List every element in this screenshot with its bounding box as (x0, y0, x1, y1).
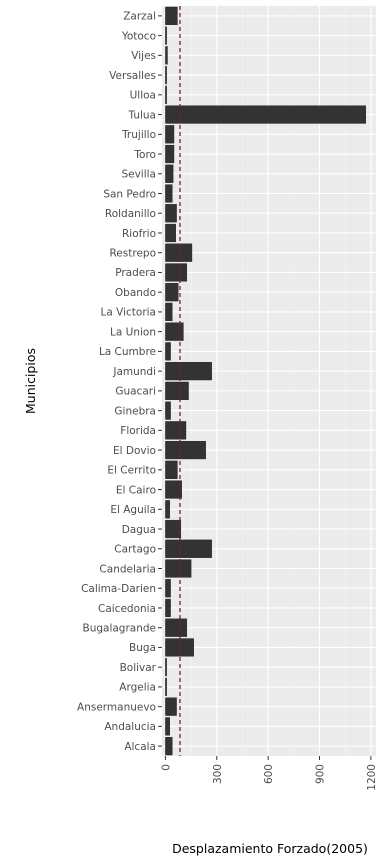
bar-la-cumbre (165, 342, 171, 361)
bar-riofrio (165, 223, 176, 243)
bar-bugalagrande (165, 618, 188, 637)
x-axis-ticks: 0 300 600 900 1200 (160, 756, 378, 791)
bar-obando (165, 283, 179, 302)
y-tick-label: San Pedro (103, 188, 156, 200)
x-tick-label: 1200 (366, 764, 378, 791)
y-tick-label: Restrepo (109, 248, 156, 260)
bar-guacari (165, 381, 189, 400)
x-tick-label: 600 (263, 764, 275, 784)
x-tick-label: 300 (212, 764, 224, 784)
bar-ulloa (165, 85, 167, 104)
y-tick-label: El Cerrito (107, 465, 156, 477)
bar-la-union (165, 322, 184, 341)
y-tick-label: Guacari (115, 386, 156, 398)
y-tick-label: Sevilla (121, 169, 156, 181)
y-tick-label: Roldanillo (105, 208, 156, 220)
bar-toro (165, 144, 175, 164)
bar-roldanillo (165, 204, 177, 223)
y-tick-label: Alcala (124, 741, 156, 753)
bar-andalucia (165, 717, 170, 736)
y-tick-label: Cartago (114, 544, 156, 556)
y-axis-title: Municipios (23, 348, 38, 414)
bar-trujillo (165, 125, 175, 144)
y-tick-label: La Victoria (101, 307, 156, 319)
bar-jamundi (165, 362, 212, 381)
y-tick-label: El Aguila (110, 504, 156, 516)
bar-restrepo (165, 243, 193, 262)
y-tick-label: Obando (115, 287, 156, 299)
bar-el-dovio (165, 440, 206, 460)
y-tick-label: Ansermanuevo (77, 701, 156, 713)
y-tick-label: Ginebra (114, 405, 156, 417)
bar-alcala (165, 737, 173, 756)
y-tick-label: Dagua (122, 524, 156, 536)
y-tick-label: Calima-Darien (81, 583, 156, 595)
y-tick-label: Versalles (109, 70, 156, 82)
y-tick-label: El Cairo (116, 484, 156, 496)
bar-tulua (165, 105, 366, 124)
bar-cartago (165, 539, 212, 558)
y-axis-ticks: Alcala Andalucia Ansermanuevo Argelia Boliva… (77, 11, 162, 753)
bar-el-aguila (165, 500, 170, 519)
y-tick-label: El Dovio (113, 445, 156, 457)
bar-zarzal (165, 6, 178, 25)
bar-bolivar (165, 658, 167, 677)
y-tick-label: Andalucia (104, 721, 156, 733)
x-axis-title: Desplazamiento Forzado(2005) (172, 841, 368, 856)
bar-yotoco (165, 26, 167, 45)
bar-candelaria (165, 559, 192, 578)
y-tick-label: Bolivar (120, 662, 157, 674)
y-tick-label: Zarzal (123, 11, 156, 23)
y-tick-label: Buga (129, 642, 156, 654)
y-tick-label: Yotoco (121, 30, 156, 42)
y-tick-label: Tulua (128, 109, 156, 121)
x-tick-label: 0 (160, 764, 172, 771)
bar-el-cerrito (165, 460, 178, 479)
y-tick-label: Ulloa (130, 90, 156, 102)
bar-argelia (165, 677, 167, 697)
bar-ginebra (165, 401, 171, 420)
y-tick-label: Florida (120, 425, 156, 437)
y-tick-label: La Cumbre (99, 346, 156, 358)
y-tick-label: Toro (133, 149, 156, 161)
y-tick-label: Riofrio (122, 228, 156, 240)
y-tick-label: La Union (110, 326, 156, 338)
y-tick-label: Vijes (131, 50, 156, 62)
y-tick-label: Candelaria (99, 563, 156, 575)
bars (165, 6, 366, 756)
bar-la-victoria (165, 302, 173, 322)
y-tick-label: Caicedonia (98, 603, 156, 615)
bar-versalles (165, 65, 167, 85)
y-tick-label: Trujillo (121, 129, 156, 141)
bar-ansermanuevo (165, 697, 177, 716)
bar-calima-darien (165, 579, 171, 598)
bar-san-pedro (165, 184, 173, 203)
bar-caicedonia (165, 598, 171, 618)
y-tick-label: Bugalagrande (82, 623, 156, 635)
y-tick-label: Argelia (119, 682, 156, 694)
x-tick-label: 900 (315, 764, 327, 784)
bar-dagua (165, 519, 182, 539)
bar-pradera (165, 263, 188, 282)
plot-panel (162, 6, 376, 756)
bar-el-cairo (165, 480, 182, 499)
bar-florida (165, 421, 187, 440)
y-tick-label: Jamundi (112, 366, 156, 378)
bar-sevilla (165, 164, 174, 183)
bar-vijes (165, 46, 168, 65)
y-tick-label: Pradera (115, 267, 156, 279)
